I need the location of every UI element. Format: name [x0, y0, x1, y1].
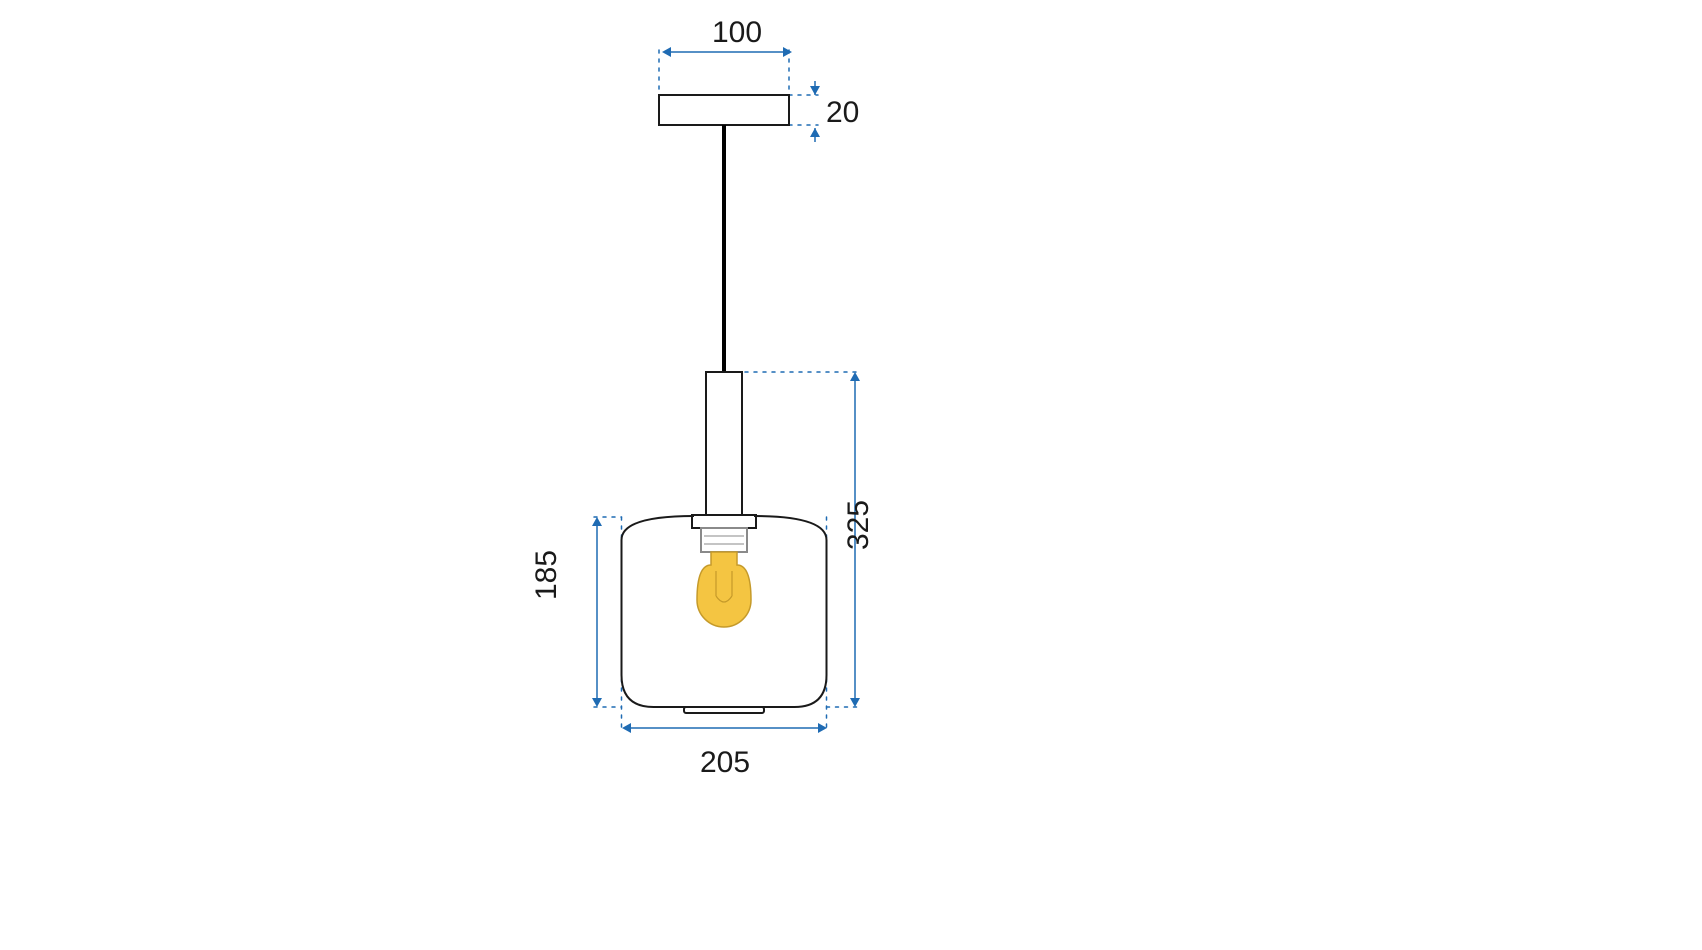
stem [706, 372, 742, 515]
dim-shade-width-label: 205 [700, 746, 750, 779]
dim-shade-width: 205 [622, 723, 827, 779]
pendant-lamp-outline [622, 95, 827, 713]
cap-ring [692, 515, 756, 528]
socket [701, 528, 747, 552]
dim-shade-height: 185 [530, 517, 602, 707]
dim-total-height-label: 325 [842, 500, 875, 550]
ceiling-canopy [659, 95, 789, 125]
dim-canopy-width-label: 100 [712, 16, 762, 49]
technical-drawing: 100 20 325 185 205 [0, 0, 1702, 950]
dim-total-height: 325 [842, 372, 875, 707]
dim-canopy-width: 100 [662, 16, 792, 57]
cord [722, 125, 726, 372]
dim-shade-height-label: 185 [530, 550, 563, 600]
dim-canopy-height: 20 [810, 81, 859, 142]
dim-canopy-height-label: 20 [826, 96, 859, 129]
shade-base [684, 707, 764, 713]
dimension-lines: 100 20 325 185 205 [530, 16, 875, 779]
light-bulb-icon [697, 552, 751, 627]
